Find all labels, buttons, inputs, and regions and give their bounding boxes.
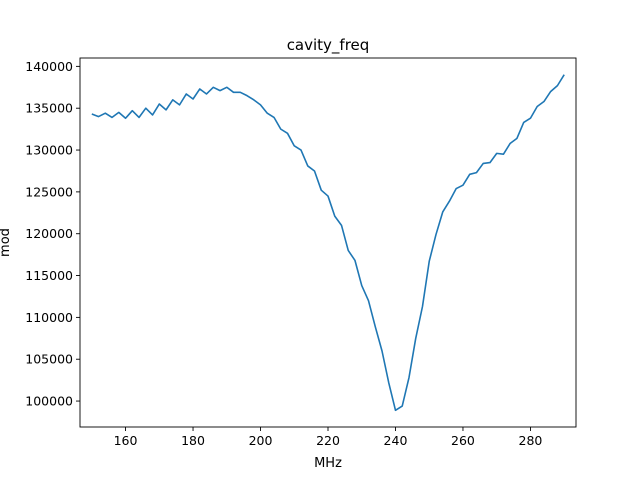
x-tick-label: 180 (181, 433, 205, 448)
x-tick-label: 280 (519, 433, 543, 448)
y-axis-label: mod (0, 228, 13, 257)
y-tick-label: 125000 (25, 184, 73, 199)
y-tick-label: 130000 (25, 143, 73, 158)
y-axis: 100000 105000 110000 115000 120000 125000 1300… (25, 59, 80, 409)
y-tick-label: 135000 (25, 101, 73, 116)
y-tick-label: 115000 (25, 268, 73, 283)
x-tick-label: 220 (316, 433, 340, 448)
series-line (91, 74, 565, 412)
x-axis: 160 180 200 220 240 260 280 (114, 427, 543, 448)
y-tick-label: 100000 (25, 394, 73, 409)
y-tick-label: 110000 (25, 310, 73, 325)
x-tick-label: 260 (451, 433, 475, 448)
x-axis-label: MHz (314, 456, 342, 471)
x-tick-label: 200 (249, 433, 273, 448)
y-tick-label: 105000 (25, 352, 73, 367)
y-tick-label: 140000 (25, 59, 73, 74)
y-tick-label: 120000 (25, 226, 73, 241)
x-tick-label: 160 (114, 433, 138, 448)
chart-title: cavity_freq (287, 36, 370, 55)
x-tick-label: 240 (384, 433, 408, 448)
